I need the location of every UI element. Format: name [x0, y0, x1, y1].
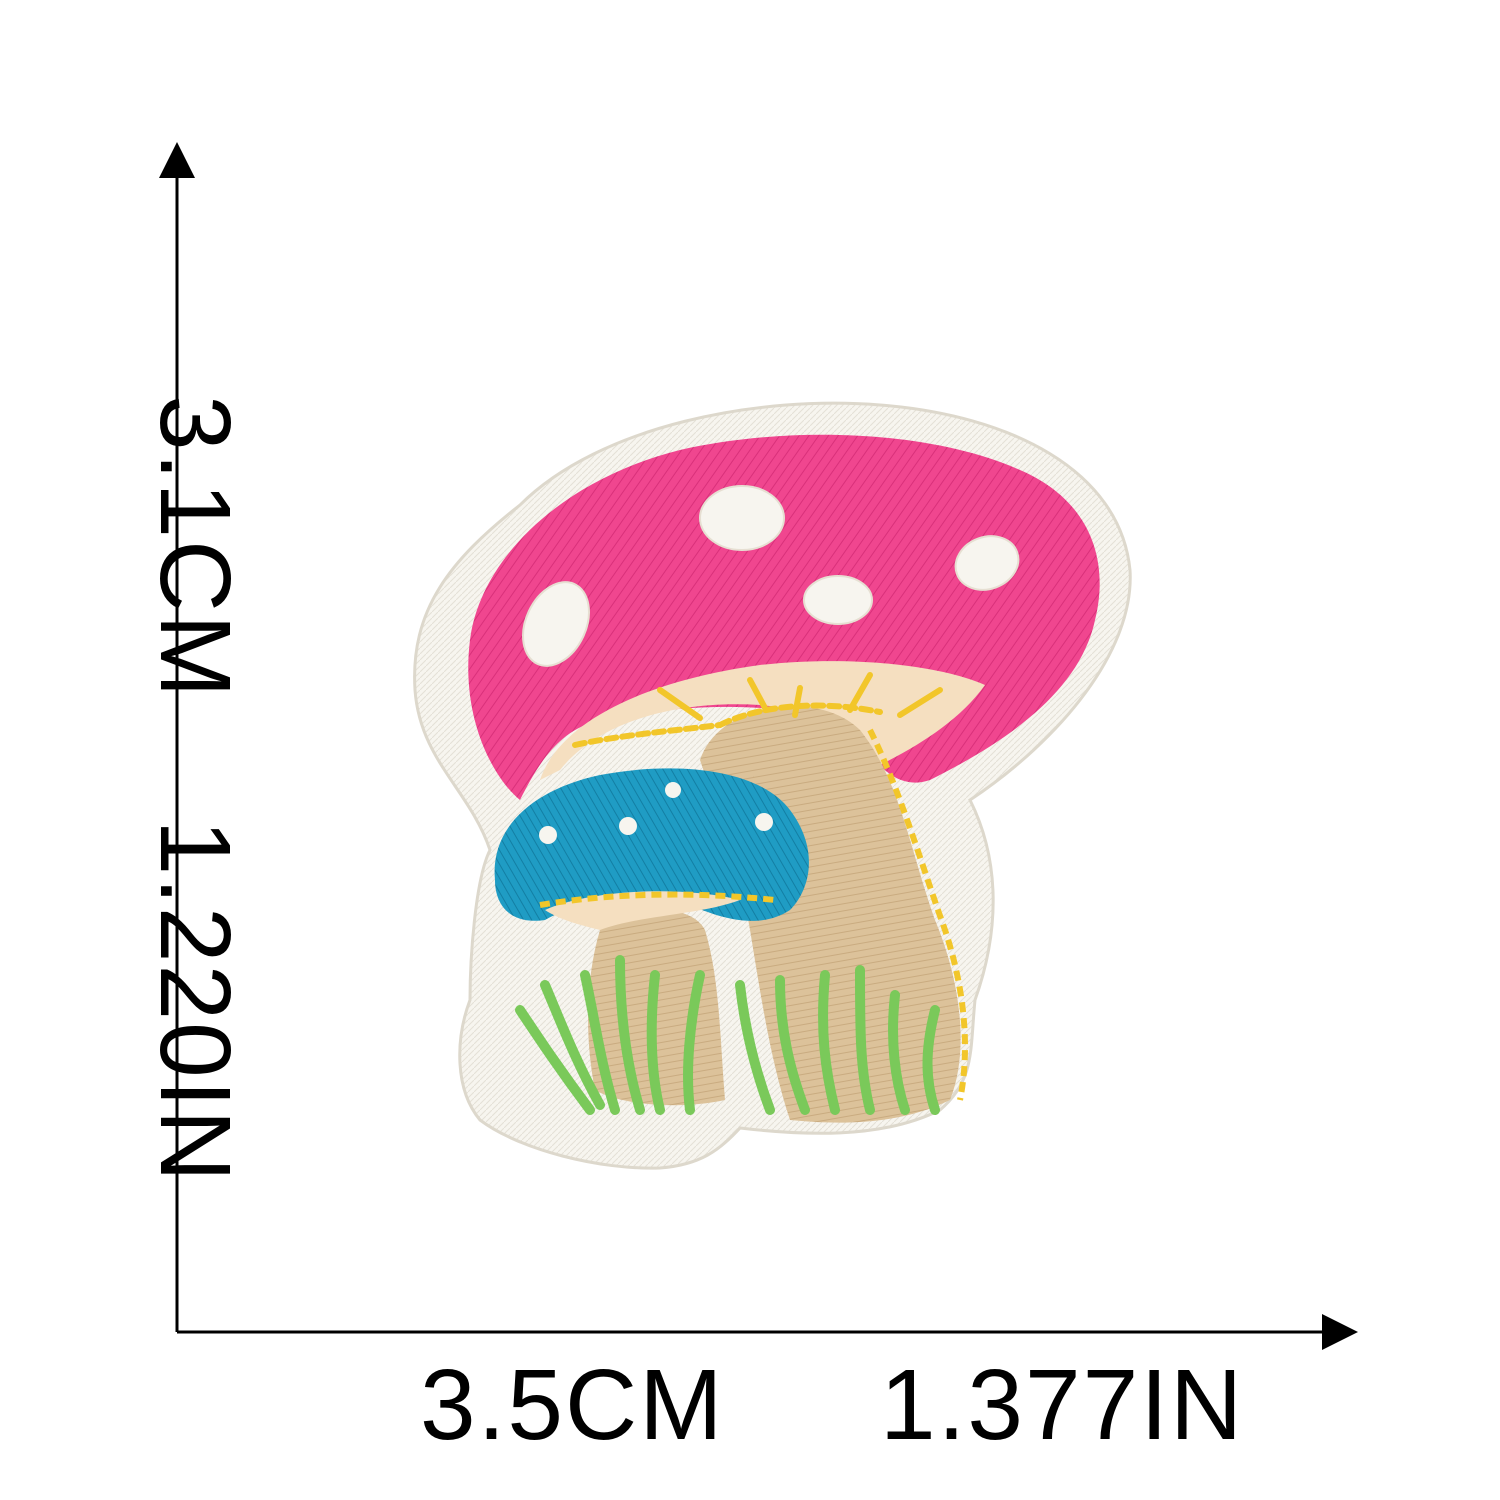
blue-cap-spot: [755, 813, 773, 831]
dimension-axes: [159, 142, 1358, 1350]
gill-stitching: [572, 672, 943, 748]
blue-cap-spot: [665, 782, 681, 798]
blue-cap-spots: [539, 782, 773, 844]
grass-stitches: [515, 955, 940, 1115]
cap-spot: [803, 575, 873, 625]
mushroom-patch: [413, 401, 1132, 1170]
cap-spot: [522, 581, 590, 667]
cap-spot: [954, 535, 1020, 591]
cap-spot: [699, 485, 785, 551]
large-stem-stitch: [867, 728, 968, 1101]
height-in-label: 1.220IN: [139, 819, 251, 1184]
height-dimension-label: 3.1CM 1.220IN: [139, 395, 251, 1395]
blue-cap-spot: [619, 817, 637, 835]
blue-mushroom-cap: [494, 768, 809, 921]
small-gill-stitch: [539, 891, 776, 908]
height-cm-label: 3.1CM: [139, 395, 251, 700]
blue-cap-spot: [539, 826, 557, 844]
width-in-label: 1.377IN: [880, 1349, 1245, 1461]
cap-spots: [522, 485, 1020, 667]
width-cm-label: 3.5CM: [420, 1349, 725, 1461]
